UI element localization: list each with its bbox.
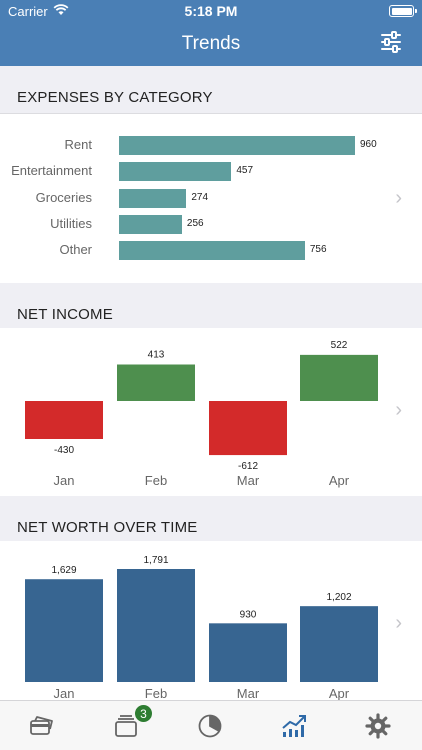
- chevron-right-icon: ›: [395, 187, 402, 209]
- category-value-label: 457: [236, 165, 254, 177]
- page-title: Trends: [181, 33, 241, 54]
- tab-accounts[interactable]: 3: [84, 701, 168, 750]
- category-value-label: 274: [191, 191, 209, 203]
- category-row: Entertainment 457: [0, 162, 400, 182]
- networth-bar: [25, 579, 103, 682]
- month-tick-label: Apr: [329, 473, 350, 488]
- section-title: NET INCOME: [17, 306, 113, 323]
- battery-icon: [389, 5, 417, 17]
- networth-bar: [117, 569, 195, 682]
- income-value-label: -430: [54, 445, 74, 456]
- income-bar: [209, 401, 287, 456]
- tab-trends[interactable]: [252, 701, 336, 750]
- networth-value-label: 1,629: [51, 565, 76, 576]
- category-label: Groceries: [35, 189, 92, 205]
- month-tick-label: Jan: [54, 473, 75, 488]
- tab-spending[interactable]: [168, 701, 252, 750]
- category-bar: [119, 136, 355, 155]
- income-value-label: -612: [238, 461, 258, 472]
- month-tick-label: Mar: [237, 473, 260, 488]
- carrier-label: Carrier: [8, 4, 48, 19]
- income-bar: [25, 401, 103, 439]
- tab-cards[interactable]: [0, 701, 84, 750]
- category-value-label: 756: [309, 244, 327, 256]
- net-income-chart-card[interactable]: -430 Jan 413 Feb -612 Mar 522 Apr ›: [0, 328, 422, 496]
- trends-icon: [282, 715, 306, 737]
- net-worth-chart: 1,629 Jan 1,791 Feb 930 Mar 1,202 Apr: [25, 555, 378, 700]
- expenses-chart-card[interactable]: › Rent 960 Entertainment 457 Groceries 274 Uti…: [0, 114, 422, 283]
- accounts-icon: [115, 715, 137, 737]
- category-label: Utilities: [50, 215, 92, 231]
- month-tick-label: Apr: [329, 686, 350, 700]
- category-label: Rent: [64, 137, 92, 152]
- tab-bar: 3: [0, 700, 422, 750]
- chevron-right-icon: ›: [395, 399, 402, 421]
- section-title: NET WORTH OVER TIME: [17, 519, 198, 536]
- networth-value-label: 1,791: [143, 555, 168, 566]
- category-bar: [119, 241, 305, 261]
- status-bar: Carrier 5:18 PM: [0, 0, 422, 22]
- nav-header: Carrier 5:18 PM Trends: [0, 0, 422, 66]
- net-worth-section-header: NET WORTH OVER TIME: [0, 496, 422, 544]
- wifi-icon: [53, 4, 69, 15]
- category-row: Groceries 274: [0, 188, 400, 209]
- category-label: Other: [59, 242, 92, 258]
- category-bar: [119, 162, 232, 182]
- income-bar: [300, 354, 378, 401]
- notification-badge: 3: [134, 704, 153, 723]
- category-value-label: 256: [186, 217, 204, 229]
- networth-bar: [209, 623, 287, 682]
- category-row: Rent 960: [0, 136, 400, 156]
- pie-chart-icon: [198, 714, 222, 738]
- expenses-section-header: EXPENSES BY CATEGORY: [0, 66, 422, 114]
- month-tick-label: Mar: [237, 686, 260, 700]
- section-title: EXPENSES BY CATEGORY: [17, 89, 213, 106]
- category-bar: [119, 188, 187, 208]
- month-tick-label: Jan: [54, 686, 75, 700]
- gear-icon: [365, 713, 391, 739]
- income-value-label: 413: [148, 350, 165, 361]
- chevron-right-icon: ›: [395, 612, 402, 634]
- net-income-section-header: NET INCOME: [0, 283, 422, 331]
- income-value-label: 522: [331, 340, 348, 351]
- month-tick-label: Feb: [145, 686, 167, 700]
- networth-value-label: 930: [240, 609, 257, 620]
- net-worth-chart-card[interactable]: 1,629 Jan 1,791 Feb 930 Mar 1,202 Apr ›: [0, 541, 422, 700]
- networth-value-label: 1,202: [326, 592, 351, 603]
- clock: 5:18 PM: [184, 3, 238, 19]
- filter-settings-button[interactable]: [380, 31, 402, 53]
- category-value-label: 960: [360, 139, 377, 150]
- cards-icon: [30, 716, 53, 735]
- tab-settings[interactable]: [336, 701, 420, 750]
- category-label: Entertainment: [11, 163, 92, 179]
- category-row: Utilities 256: [0, 214, 400, 235]
- month-tick-label: Feb: [145, 473, 167, 488]
- category-row: Other 756: [0, 241, 400, 261]
- networth-bar: [300, 606, 378, 682]
- income-bar: [117, 364, 195, 401]
- category-bar: [119, 214, 182, 234]
